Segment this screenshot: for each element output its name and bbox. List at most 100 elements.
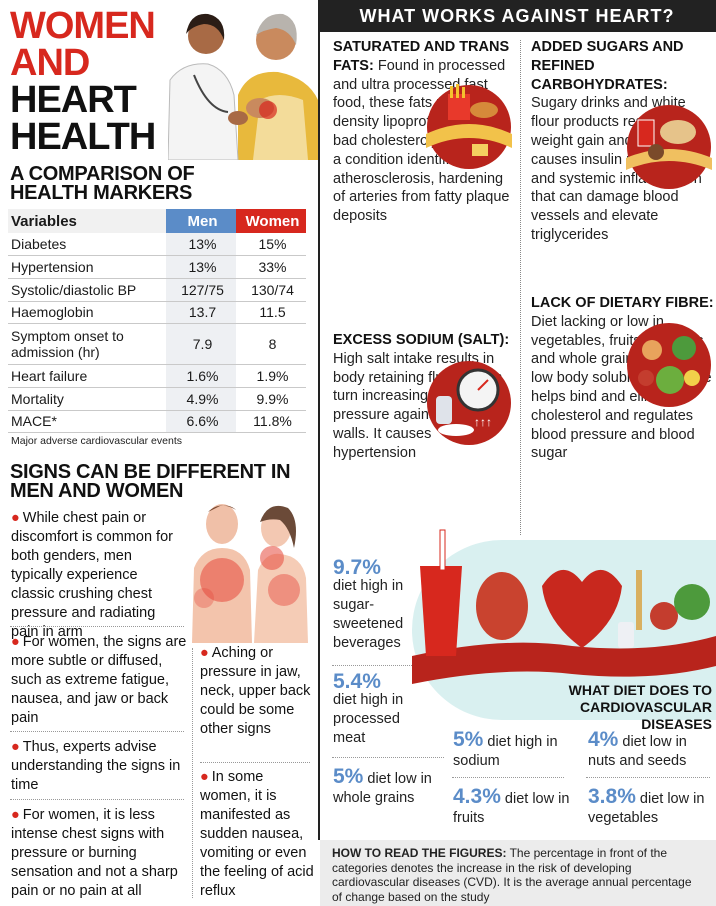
col-men: Men [166,209,236,233]
men-value: 127/75 [166,278,236,302]
stat-label: diet high in processed meat [333,692,404,746]
stat-vegetables: 3.8% diet low in vegetables [588,785,712,828]
sugary-food-icon [626,105,712,189]
row-label: Mortality [8,387,166,411]
row-label: Systolic/diastolic BP [8,278,166,302]
sodium-heading: EXCESS SODIUM (SALT): [333,332,510,348]
works-against-header: WHAT WORKS AGAINST HEART? [318,0,716,32]
stat-label: diet low in nuts and seeds [588,734,687,769]
women-value: 11.8% [236,410,306,434]
signs-heading-line-2: MEN AND WOMEN [10,480,184,502]
stat-sugary-beverages: 9.7% diet high in sugar-sweetened bevera… [333,556,413,653]
divider [332,757,444,758]
signs-heading: SIGNS CAN BE DIFFERENT IN MEN AND WOMEN [10,461,291,502]
table-row: Symptom onset to admission (hr) 7.9 8 [8,323,306,366]
table-row: Heart failure 1.6% 1.9% [8,364,306,388]
stat-percent: 5.4% [333,670,381,693]
divider [586,777,710,778]
svg-text:↑↑↑: ↑↑↑ [474,415,492,429]
comparison-heading: A COMPARISON OF HEALTH MARKERS [10,163,195,204]
row-label: Symptom onset to admission (hr) [8,323,166,366]
women-value: 130/74 [236,278,306,302]
women-value: 9.9% [236,387,306,411]
col-women: Women [236,209,306,233]
comparison-heading-line-1: A COMPARISON OF [10,163,195,185]
title-line-4: HEALTH [10,116,156,158]
stat-percent: 9.7% [333,556,381,579]
stat-processed-meat: 5.4% diet high in processed meat [333,670,433,748]
stat-percent: 5% [453,728,484,751]
stat-percent: 5% [333,765,364,788]
unhealthy-food-heart-illustration [412,529,716,684]
stat-sodium: 5% diet high in sodium [453,728,571,771]
row-label: Heart failure [8,364,166,388]
divider [332,665,412,666]
stat-percent: 3.8% [588,785,636,808]
vegetables-icon [627,323,711,407]
title-line-2: AND [10,42,90,84]
table-row: MACE* 6.6% 11.8% [8,410,306,434]
sign-bullet-3: Thus, experts advise understanding the s… [11,738,185,795]
men-value: 13% [166,233,236,257]
divider [452,777,564,778]
stat-label: diet low in fruits [453,791,570,826]
fast-food-artery-icon [426,84,512,169]
signs-heading-line-1: SIGNS CAN BE DIFFERENT IN [10,461,291,483]
women-value: 11.5 [236,301,306,325]
sat-fats-heading: SATURATED AND TRANS FATS: [333,39,510,74]
stat-whole-grains: 5% diet low in whole grains [333,765,437,808]
sign-bullet-text: While chest pain or discomfort is common… [11,510,173,640]
sign-bullet-text: Aching or pressure in jaw, neck, upper b… [200,645,310,737]
title-line-1: WOMEN [10,5,156,47]
title-line-3: HEART [10,79,137,121]
sign-bullet-2: For women, the signs are more subtle or … [11,633,189,728]
stat-percent: 4% [588,728,619,751]
health-markers-table: Variables Men Women Diabetes 13% 15% Hyper… [8,209,306,434]
men-value: 1.6% [166,364,236,388]
stat-percent: 4.3% [453,785,501,808]
stat-nuts-seeds: 4% diet low in nuts and seeds [588,728,712,771]
women-value: 8 [236,323,306,366]
divider [200,762,310,763]
how-to-read-box: HOW TO READ THE FIGURES: The percentage … [320,840,716,906]
sign-bullet-text: For women, the signs are more subtle or … [11,634,186,726]
men-value: 4.9% [166,387,236,411]
sodium-block: EXCESS SODIUM (SALT): High salt intake r… [333,331,515,463]
sugars-heading: ADDED SUGARS AND REFINED CARBOHYDRATES: [531,39,684,93]
salt-pressure-icon: ↑↑↑ [427,361,511,445]
sign-bullet-1: While chest pain or discomfort is common… [11,509,185,642]
sign-bullet-4: For women, it is less intense chest sign… [11,806,187,901]
men-value: 13% [166,255,236,279]
women-value: 1.9% [236,364,306,388]
diet-panel-label: WHAT DIET DOES TO CARDIOVASCULAR DISEASE… [516,682,712,733]
doctor-patient-illustration [168,0,318,160]
fibre-heading: LACK OF DIETARY FIBRE: [531,295,714,311]
sign-bullet-text: In some women, it is manifested as sudde… [200,769,314,899]
table-row: Hypertension 13% 33% [8,255,306,279]
divider [10,799,184,800]
comparison-heading-line-2: HEALTH MARKERS [10,182,193,204]
main-title: WOMEN AND HEART HEALTH [10,5,156,158]
table-footnote: Major adverse cardiovascular events [11,435,182,447]
sign-bullet-5: Aching or pressure in jaw, neck, upper b… [200,644,312,739]
column-divider [520,40,521,535]
table-row: Haemoglobin 13.7 11.5 [8,301,306,325]
how-to-read-text: The percentage in front of the categorie… [332,846,692,904]
women-value: 15% [236,233,306,257]
section-divider [318,0,320,840]
sign-bullet-text: Thus, experts advise understanding the s… [11,739,180,793]
col-variables: Variables [8,209,166,233]
how-to-read-label: HOW TO READ THE FIGURES: [332,846,507,860]
table-row: Diabetes 13% 15% [8,233,306,257]
men-value: 13.7 [166,301,236,325]
table-row: Systolic/diastolic BP 127/75 130/74 [8,278,306,302]
row-label: Haemoglobin [8,301,166,325]
divider [10,626,184,627]
body-pain-illustration [192,504,308,643]
stat-label: diet low in vegetables [588,791,705,826]
diet-panel-label-line-2: CARDIOVASCULAR DISEASES [580,699,712,732]
stat-label: diet high in sodium [453,734,558,769]
row-label: Diabetes [8,233,166,257]
row-label: Hypertension [8,255,166,279]
sign-bullet-6: In some women, it is manifested as sudde… [200,768,314,901]
